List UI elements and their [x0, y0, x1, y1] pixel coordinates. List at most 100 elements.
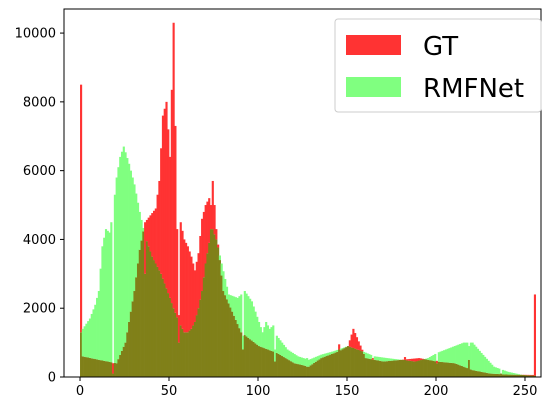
histogram-bar-overlap: [126, 332, 129, 377]
histogram-bar-gt: [199, 235, 202, 300]
histogram-bar-rmfnet: [265, 321, 268, 349]
histogram-bar-overlap: [523, 375, 526, 377]
histogram-bar-overlap: [437, 361, 440, 377]
histogram-bar-overlap: [208, 242, 211, 377]
histogram-bar-overlap: [500, 373, 503, 377]
histogram-bar-overlap: [466, 368, 469, 377]
histogram-bar-overlap: [256, 344, 259, 377]
histogram-bar-rmfnet: [243, 291, 246, 336]
histogram-bar-overlap: [236, 324, 239, 377]
histogram-bar-gt: [412, 358, 415, 362]
histogram-bar-rmfnet: [393, 358, 396, 361]
histogram-bar-rmfnet: [453, 346, 456, 364]
histogram-bar-rmfnet: [129, 170, 132, 312]
histogram-bar-rmfnet: [396, 359, 399, 361]
histogram-bar-overlap: [407, 360, 410, 377]
histogram-bar-overlap: [128, 321, 131, 377]
histogram-bar-overlap: [233, 315, 236, 377]
histogram-bar-overlap: [402, 360, 405, 377]
histogram-bar-rmfnet: [247, 296, 250, 338]
histogram-bar-rmfnet: [485, 358, 488, 373]
histogram-bar-overlap: [295, 363, 298, 377]
histogram-bar-rmfnet: [430, 356, 433, 361]
histogram-bar-rmfnet: [382, 357, 385, 362]
histogram-bar-rmfnet: [298, 356, 302, 365]
histogram-bar-overlap: [347, 346, 350, 377]
histogram-bar-rmfnet: [370, 354, 373, 360]
histogram-bar-overlap: [427, 359, 430, 377]
histogram-bar-overlap: [263, 348, 266, 377]
histogram-bar-overlap: [220, 275, 223, 377]
histogram-bar-gt: [202, 211, 205, 278]
histogram-bar-rmfnet: [313, 357, 316, 363]
histogram-bar-overlap: [430, 360, 433, 377]
histogram-bar-rmfnet: [427, 358, 430, 360]
histogram-bar-overlap: [190, 328, 193, 377]
histogram-bar-gt: [170, 89, 173, 304]
histogram-bar-overlap: [144, 273, 147, 377]
histogram-bar-gt: [181, 230, 184, 329]
histogram-bar-gt: [156, 194, 159, 267]
histogram-bar-overlap: [108, 361, 111, 377]
histogram-bar-overlap: [131, 301, 134, 377]
histogram-bar-gt: [195, 261, 198, 316]
histogram-bar-gt: [145, 219, 148, 242]
histogram-bar-overlap: [476, 371, 480, 377]
histogram-bar-overlap: [192, 325, 195, 377]
histogram-bar-overlap: [120, 350, 124, 377]
histogram-bar-overlap: [110, 362, 113, 377]
histogram-bar-overlap: [380, 361, 383, 377]
histogram-bar-gt: [355, 337, 359, 350]
histogram-bar-rmfnet: [254, 311, 257, 344]
histogram-bar-gt: [163, 108, 166, 284]
histogram-bar-rmfnet: [106, 230, 109, 362]
histogram-bar-rmfnet: [443, 350, 446, 363]
histogram-bar-rmfnet: [128, 163, 131, 322]
histogram-bar-overlap: [231, 311, 234, 377]
legend-label-rmfnet: RMFNet: [423, 74, 524, 104]
histogram-bar-rmfnet: [437, 352, 440, 362]
histogram-bar-rmfnet: [366, 353, 369, 359]
histogram-bar-overlap: [94, 359, 97, 377]
histogram-bar-overlap: [133, 291, 136, 377]
histogram-bar-gt: [165, 101, 168, 289]
histogram-bar-overlap: [423, 359, 426, 377]
histogram-bar-gt: [357, 341, 360, 350]
histogram-bar-gt: [204, 205, 207, 264]
histogram-bar-overlap: [211, 229, 214, 377]
histogram-bar-rmfnet: [380, 357, 383, 362]
histogram-bar-overlap: [386, 361, 389, 377]
histogram-bar-overlap: [418, 360, 421, 377]
histogram-bar-overlap: [455, 363, 458, 377]
histogram-bar-rmfnet: [386, 358, 389, 362]
histogram-bar-overlap: [398, 359, 401, 377]
histogram-bar-rmfnet: [322, 354, 325, 358]
histogram-bar-rmfnet: [510, 372, 513, 375]
histogram-bar-overlap: [528, 375, 531, 377]
histogram-bar-overlap: [277, 353, 280, 377]
histogram-bar-rmfnet: [218, 255, 221, 261]
histogram-bar-gt: [172, 22, 175, 309]
histogram-bar-rmfnet: [439, 351, 442, 362]
histogram-bar-overlap: [494, 373, 497, 377]
histogram-bar-overlap: [338, 349, 341, 377]
histogram-bar-gt: [217, 244, 220, 248]
histogram-bar-overlap: [391, 360, 394, 377]
histogram-bar-rmfnet: [444, 349, 448, 363]
histogram-bar-rmfnet: [466, 342, 469, 369]
histogram-bar-overlap: [519, 374, 522, 377]
histogram-bar-overlap: [508, 374, 512, 377]
histogram-bar-rmfnet: [293, 354, 296, 364]
histogram-bar-rmfnet: [97, 291, 100, 360]
histogram-bar-overlap: [435, 363, 439, 377]
x-tick-label: 50: [161, 384, 178, 399]
histogram-bar-rmfnet: [450, 347, 453, 363]
histogram-bar-gt: [352, 328, 355, 348]
histogram-bar-overlap: [282, 357, 286, 377]
histogram-bar-gt: [359, 345, 362, 351]
histogram-bar-overlap: [478, 371, 481, 377]
histogram-bar-overlap: [170, 303, 173, 377]
histogram-bar-rmfnet: [471, 342, 474, 371]
histogram-bar-rmfnet: [457, 344, 460, 365]
histogram-bar-gt: [161, 115, 165, 279]
